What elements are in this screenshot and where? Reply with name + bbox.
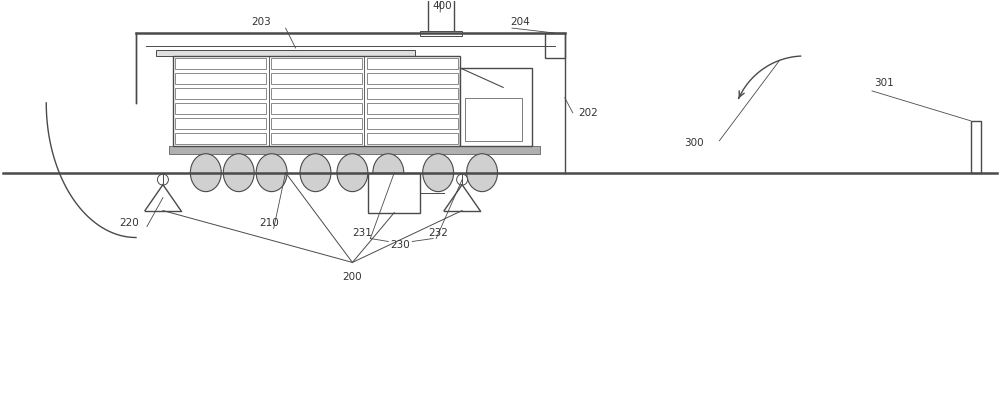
Ellipse shape [190,154,221,192]
Bar [465,98,522,141]
Bar [175,88,266,99]
Bar [169,146,540,154]
Bar [367,103,458,114]
Text: 232: 232 [428,228,448,238]
Ellipse shape [467,154,498,192]
Ellipse shape [337,154,368,192]
Bar [175,58,266,69]
Bar [175,133,266,144]
Bar [175,118,266,129]
Bar [175,103,266,114]
Bar [156,50,415,56]
Circle shape [457,174,468,185]
Bar [175,73,266,84]
Ellipse shape [300,154,331,192]
Bar [428,0,454,33]
Text: 202: 202 [578,108,598,118]
Bar [367,133,458,144]
Bar [173,56,460,146]
Bar [271,133,362,144]
Bar [367,73,458,84]
Text: 210: 210 [259,218,279,228]
Bar [367,58,458,69]
Text: 300: 300 [685,138,704,148]
Bar [367,88,458,99]
Ellipse shape [423,154,454,192]
Bar [271,88,362,99]
Bar [271,118,362,129]
Text: 200: 200 [343,272,362,282]
Bar [460,68,532,146]
Text: 230: 230 [390,241,410,251]
Ellipse shape [223,154,254,192]
Bar [971,121,981,173]
Bar [271,73,362,84]
Circle shape [157,174,168,185]
Text: 203: 203 [251,17,271,27]
Text: 400: 400 [432,1,452,11]
Text: 301: 301 [874,78,894,88]
Bar [271,103,362,114]
Ellipse shape [256,154,287,192]
Bar [367,118,458,129]
Text: 204: 204 [510,17,530,27]
Bar [420,31,462,36]
Bar [368,173,420,213]
Bar [271,58,362,69]
Text: 220: 220 [119,218,139,228]
Text: 231: 231 [352,228,372,238]
Ellipse shape [373,154,404,192]
Bar [545,33,565,58]
